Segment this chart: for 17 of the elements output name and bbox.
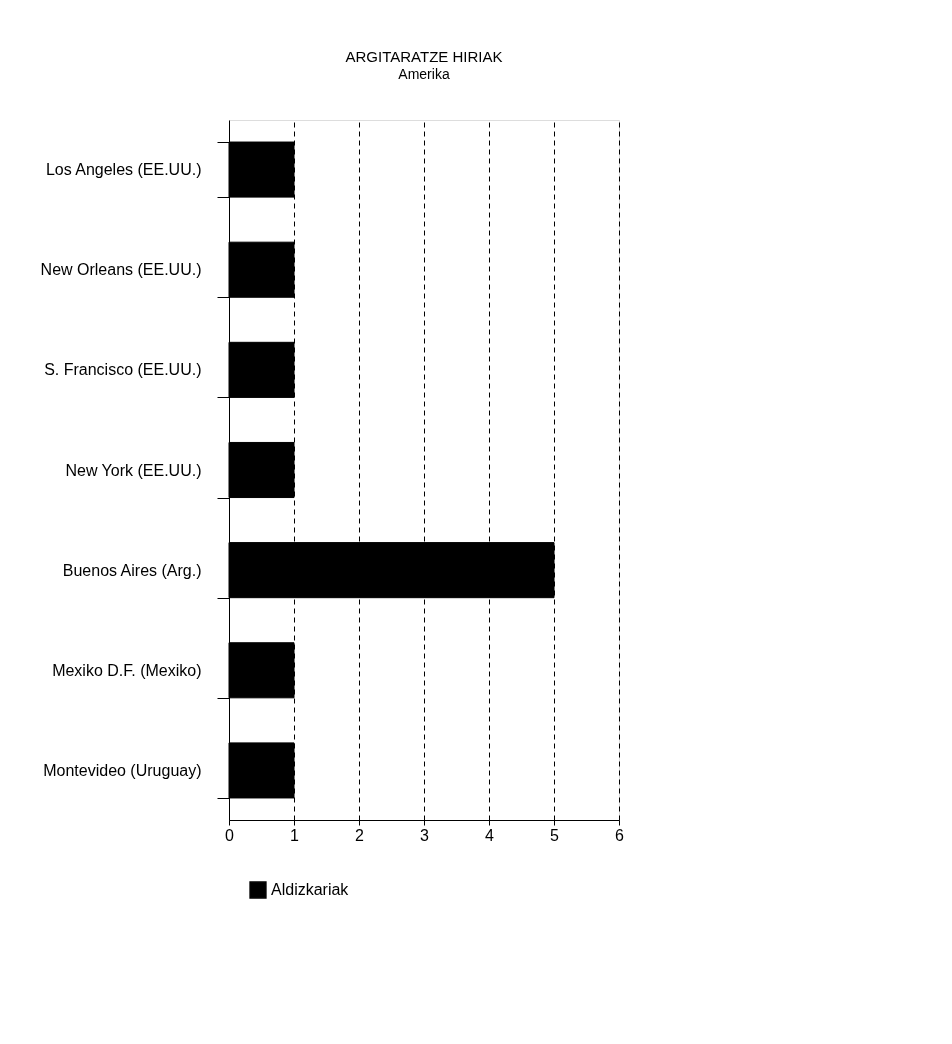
y-tick-label: Los Angeles (EE.UU.): [45, 161, 202, 179]
y-tick-label: Mexiko D.F. (Mexiko): [52, 661, 202, 679]
x-tick-label: 6: [615, 826, 625, 844]
x-tick-label: 3: [420, 826, 430, 844]
y-tick-label: Buenos Aires (Arg.): [62, 561, 202, 579]
x-tick-label: 2: [355, 826, 365, 844]
x-tick-label: 4: [485, 826, 495, 844]
x-tick-label: 1: [290, 826, 300, 844]
y-tick-label: New York (EE.UU.): [65, 461, 202, 479]
y-tick-label: Montevideo (Uruguay): [43, 761, 202, 779]
x-tick-label: 5: [550, 826, 560, 844]
chart-subtitle: Amerika: [398, 66, 450, 82]
y-tick-label: S. Francisco (EE.UU.): [44, 361, 202, 379]
legend-label: Aldizkariak: [271, 881, 350, 898]
y-tick-label: New Orleans (EE.UU.): [40, 261, 202, 279]
x-tick-label: 0: [225, 826, 235, 844]
chart-title: ARGITARATZE HIRIAK: [345, 48, 503, 65]
